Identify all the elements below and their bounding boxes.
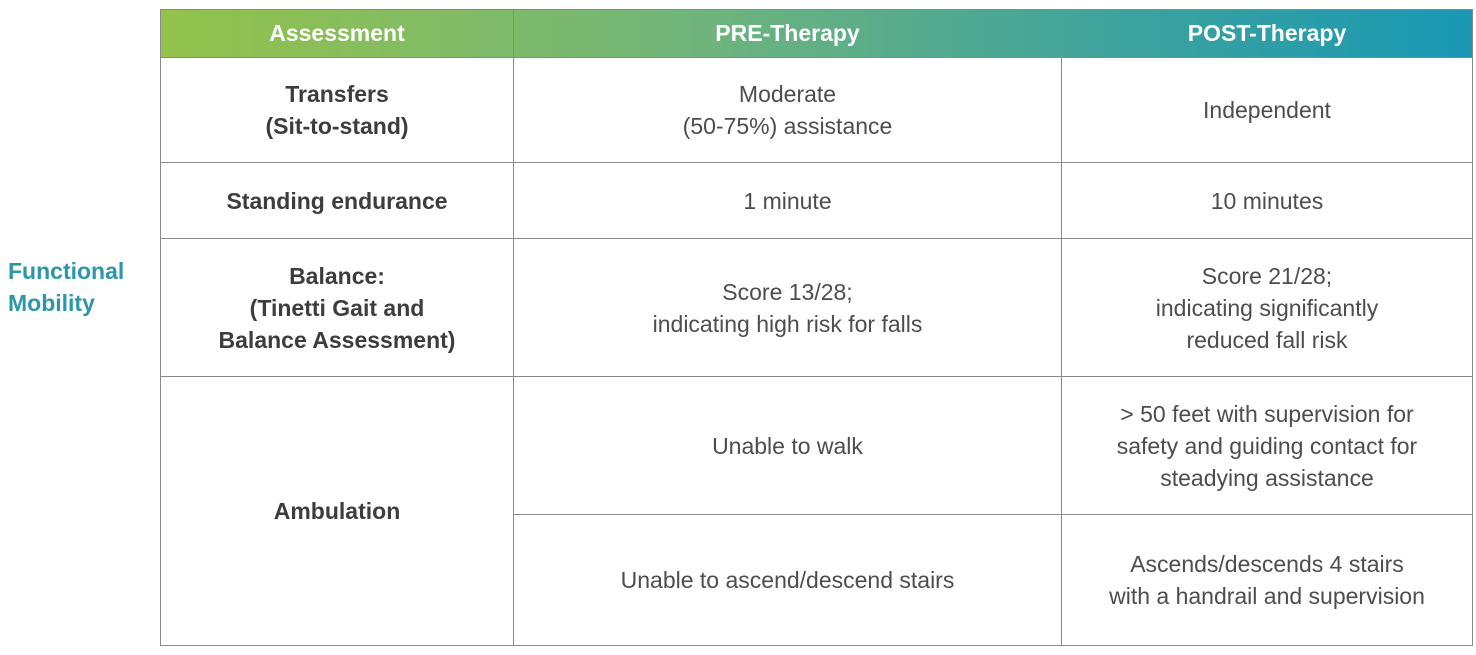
assessment-cell: Ambulation — [160, 376, 514, 646]
pre-therapy-cell: Moderate (50-75%) assistance — [513, 57, 1062, 163]
side-label-line: Mobility — [8, 290, 95, 316]
header-pre-therapy: PRE-Therapy — [513, 9, 1062, 58]
pre-therapy-cell: Score 13/28; indicating high risk for fa… — [513, 238, 1062, 377]
cell-line: 10 minutes — [1210, 187, 1324, 214]
header-post-therapy: POST-Therapy — [1061, 9, 1473, 58]
post-therapy-cell: 10 minutes — [1061, 162, 1473, 239]
cell-line: Unable to ascend/descend stairs — [620, 567, 955, 593]
cell-line: Score 21/28; — [1201, 262, 1333, 289]
table-header: Assessment PRE-Therapy POST-Therapy — [160, 9, 1473, 58]
table-row-ambulation-stairs: Unable to ascend/descend stairs Ascends/… — [161, 514, 1473, 646]
pre-therapy-cell: Unable to ascend/descend stairs — [513, 514, 1062, 646]
table-row-standing-endurance: Standing endurance 1 minute 10 minutes — [160, 162, 1473, 239]
assessment-cell: Standing endurance — [160, 162, 514, 239]
table-row-transfers: Transfers (Sit-to-stand) Moderate (50-75… — [160, 57, 1473, 163]
post-therapy-cell: Independent — [1061, 57, 1473, 163]
cell-line: Moderate — [738, 81, 837, 107]
cell-line: with a handrail and supervision — [1109, 583, 1425, 609]
table-body: Transfers (Sit-to-stand) Moderate (50-75… — [160, 57, 1473, 646]
cell-line: Unable to walk — [712, 432, 863, 459]
cell-line: > 50 feet with supervision for — [1120, 400, 1414, 427]
cell-line: Independent — [1203, 97, 1331, 123]
cell-line: 1 minute — [743, 187, 832, 214]
cell-line: indicating high risk for falls — [652, 310, 923, 337]
pre-therapy-cell: Unable to walk — [513, 376, 1062, 515]
cell-line: reduced fall risk — [1186, 326, 1348, 353]
cell-line: Transfers — [285, 81, 389, 107]
assessment-cell: Balance: (Tinetti Gait and Balance Asses… — [160, 238, 514, 377]
header-assessment: Assessment — [160, 9, 514, 58]
cell-line: steadying assistance — [1160, 464, 1374, 491]
assessment-cell: Transfers (Sit-to-stand) — [160, 57, 514, 163]
functional-mobility-label: Functional Mobility — [8, 255, 148, 319]
therapy-outcomes-table: Assessment PRE-Therapy POST-Therapy Tran… — [160, 9, 1473, 646]
cell-line: Ascends/descends 4 stairs — [1130, 551, 1404, 577]
cell-line: Score 13/28; — [722, 278, 853, 305]
cell-line: Standing endurance — [226, 187, 448, 214]
post-therapy-cell: Ascends/descends 4 stairs with a handrai… — [1061, 514, 1473, 646]
table-row-ambulation-walk: Ambulation Unable to walk > 50 feet with… — [160, 376, 1473, 646]
cell-line: Balance: — [289, 262, 385, 289]
table-row-balance: Balance: (Tinetti Gait and Balance Asses… — [160, 238, 1473, 377]
cell-line: (50-75%) assistance — [682, 113, 893, 139]
cell-line: (Tinetti Gait and — [249, 294, 425, 321]
cell-line: Ambulation — [273, 498, 401, 524]
cell-line: indicating significantly — [1155, 294, 1379, 321]
cell-line: safety and guiding contact for — [1116, 432, 1418, 459]
post-therapy-cell: > 50 feet with supervision for safety an… — [1061, 376, 1473, 515]
pre-therapy-cell: 1 minute — [513, 162, 1062, 239]
side-label-line: Functional — [8, 258, 125, 284]
cell-line: (Sit-to-stand) — [265, 113, 409, 139]
post-therapy-cell: Score 21/28; indicating significantly re… — [1061, 238, 1473, 377]
header-row: Assessment PRE-Therapy POST-Therapy — [160, 9, 1473, 58]
cell-line: Balance Assessment) — [218, 326, 456, 353]
